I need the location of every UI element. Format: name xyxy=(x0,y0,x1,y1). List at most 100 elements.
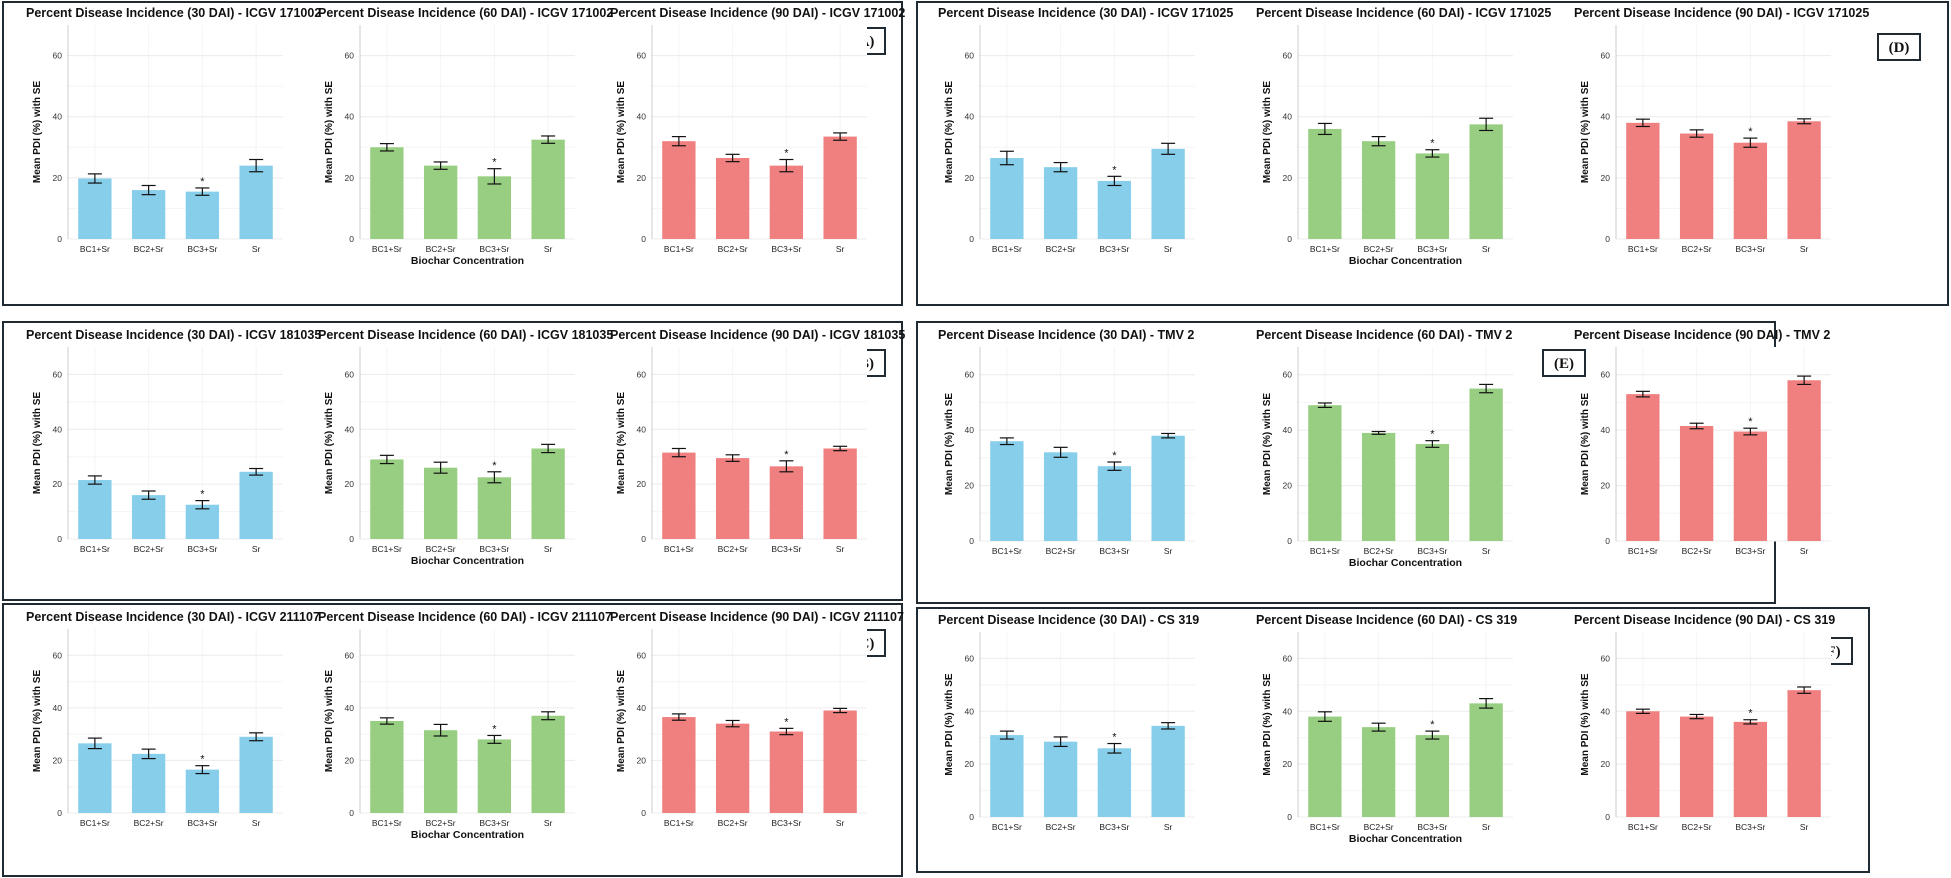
chart-title: Percent Disease Incidence (30 DAI) - ICG… xyxy=(26,328,321,342)
x-tick-label: BC1+Sr xyxy=(372,818,402,828)
y-tick-label: 0 xyxy=(969,812,974,822)
significance-marker: * xyxy=(492,723,497,735)
x-tick-label: BC2+Sr xyxy=(134,818,164,828)
chart-7: Percent Disease Incidence (60 DAI) - ICG… xyxy=(318,610,612,828)
x-tick-label: Sr xyxy=(1164,822,1173,832)
x-axis-label: Biochar Concentration xyxy=(411,555,524,567)
y-tick-label: 40 xyxy=(637,112,647,122)
chart-17: Percent Disease Incidence (90 DAI) - CS … xyxy=(1349,613,1835,845)
bar xyxy=(1733,142,1768,239)
x-tick-label: BC3+Sr xyxy=(1417,546,1447,556)
panel-letter: (E) xyxy=(1554,356,1574,372)
bar xyxy=(239,736,273,813)
y-tick-label: 20 xyxy=(965,759,975,769)
x-tick-label: BC2+Sr xyxy=(1046,822,1076,832)
y-tick-label: 0 xyxy=(349,808,354,818)
significance-marker: * xyxy=(200,754,205,766)
chart-4: Percent Disease Incidence (60 DAI) - ICG… xyxy=(318,328,613,554)
y-tick-label: 60 xyxy=(637,650,647,660)
y-tick-label: 60 xyxy=(1283,51,1293,61)
panel-letter: (D) xyxy=(1889,40,1910,56)
panel-frame xyxy=(916,607,1870,873)
bar xyxy=(990,157,1024,239)
significance-marker: * xyxy=(200,176,205,188)
y-tick-label: 40 xyxy=(965,706,975,716)
bar xyxy=(1415,153,1450,239)
panel-frame xyxy=(2,1,903,306)
y-tick-label: 40 xyxy=(1601,112,1611,122)
y-tick-label: 20 xyxy=(345,479,355,489)
bar xyxy=(1097,466,1132,541)
y-axis-label: Mean PDI (%) with SE xyxy=(324,81,335,184)
x-tick-label: BC1+Sr xyxy=(992,822,1022,832)
x-axis-label: Biochar Concentration xyxy=(1349,833,1462,845)
y-tick-label: 40 xyxy=(53,424,63,434)
chart-title: Percent Disease Incidence (60 DAI) - ICG… xyxy=(318,610,612,624)
bar xyxy=(1679,716,1714,817)
y-tick-label: 60 xyxy=(637,369,647,379)
y-axis-label: Mean PDI (%) with SE xyxy=(32,81,43,184)
y-tick-label: 0 xyxy=(1605,234,1610,244)
x-tick-label: BC1+Sr xyxy=(1310,244,1340,254)
chart-2: Percent Disease Incidence (90 DAI) - ICG… xyxy=(411,6,905,267)
chart-1: Percent Disease Incidence (60 DAI) - ICG… xyxy=(318,6,613,254)
x-tick-label: BC1+Sr xyxy=(992,244,1022,254)
chart-8: Percent Disease Incidence (90 DAI) - ICG… xyxy=(411,610,904,841)
y-tick-label: 20 xyxy=(637,479,647,489)
bar xyxy=(1043,167,1078,239)
y-tick-label: 40 xyxy=(1283,706,1293,716)
bar xyxy=(239,471,273,539)
x-tick-label: BC3+Sr xyxy=(1735,822,1765,832)
y-axis-label: Mean PDI (%) with SE xyxy=(1580,673,1591,776)
chart-title: Percent Disease Incidence (60 DAI) - ICG… xyxy=(318,6,613,20)
x-tick-label: BC2+Sr xyxy=(718,818,748,828)
bar xyxy=(78,178,112,239)
y-tick-label: 60 xyxy=(965,653,975,663)
chart-6: Percent Disease Incidence (30 DAI) - ICG… xyxy=(26,610,320,828)
bar xyxy=(531,715,565,813)
bar xyxy=(370,459,404,539)
x-tick-label: Sr xyxy=(1482,822,1491,832)
significance-marker: * xyxy=(1430,429,1435,441)
chart-16: Percent Disease Incidence (60 DAI) - CS … xyxy=(1256,613,1517,832)
x-tick-label: Sr xyxy=(1164,546,1173,556)
bar xyxy=(78,480,112,539)
bar xyxy=(1361,141,1396,239)
bar xyxy=(1151,725,1185,817)
y-axis-label: Mean PDI (%) with SE xyxy=(944,673,955,776)
y-tick-label: 60 xyxy=(1601,653,1611,663)
x-tick-label: Sr xyxy=(252,244,261,254)
x-tick-label: BC1+Sr xyxy=(1628,244,1658,254)
x-tick-label: Sr xyxy=(836,544,845,554)
bar xyxy=(715,723,750,813)
y-axis-label: Mean PDI (%) with SE xyxy=(1262,673,1273,776)
bar xyxy=(769,731,804,813)
chart-12: Percent Disease Incidence (30 DAI) - TMV… xyxy=(938,328,1195,556)
x-tick-label: BC3+Sr xyxy=(1417,244,1447,254)
y-axis-label: Mean PDI (%) with SE xyxy=(324,670,335,773)
bar xyxy=(1361,727,1396,817)
y-tick-label: 20 xyxy=(1601,481,1611,491)
significance-marker: * xyxy=(784,449,789,461)
bar xyxy=(239,165,273,239)
y-tick-label: 20 xyxy=(1601,759,1611,769)
y-tick-label: 20 xyxy=(345,755,355,765)
y-tick-label: 40 xyxy=(53,703,63,713)
chart-title: Percent Disease Incidence (90 DAI) - ICG… xyxy=(610,610,904,624)
y-tick-label: 40 xyxy=(345,424,355,434)
x-tick-label: BC2+Sr xyxy=(1046,546,1076,556)
x-tick-label: BC2+Sr xyxy=(134,544,164,554)
chart-title: Percent Disease Incidence (60 DAI) - CS … xyxy=(1256,613,1517,627)
bar xyxy=(1308,128,1342,239)
significance-marker: * xyxy=(1112,164,1117,176)
x-tick-label: BC2+Sr xyxy=(426,244,456,254)
x-tick-label: BC3+Sr xyxy=(187,244,217,254)
significance-marker: * xyxy=(1430,138,1435,150)
y-tick-label: 0 xyxy=(349,234,354,244)
y-tick-label: 40 xyxy=(345,703,355,713)
significance-marker: * xyxy=(1112,450,1117,462)
panel-letter-box xyxy=(1877,33,1921,61)
significance-marker: * xyxy=(1112,732,1117,744)
chart-5: Percent Disease Incidence (90 DAI) - ICG… xyxy=(411,328,905,567)
bar xyxy=(823,710,857,813)
